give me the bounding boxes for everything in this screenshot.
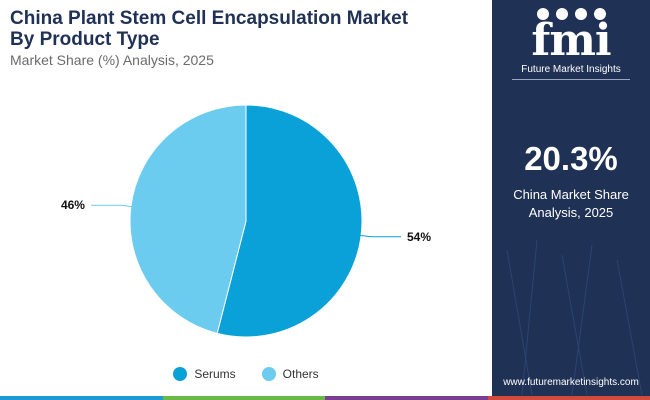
leader-line-serums — [355, 234, 402, 238]
fmi-logo: fmi Future Market Insights — [492, 6, 650, 80]
chart-title-line-2: By Product Type — [10, 29, 160, 50]
pie-chart: 54% 46% — [61, 104, 431, 338]
legend-label-serums: Serums — [194, 367, 236, 381]
legend-label-others: Others — [282, 367, 319, 381]
chart-legend: Serums Others — [0, 367, 492, 381]
legend-swatch-serums — [173, 367, 188, 381]
title-block: China Plant Stem Cell Encapsulation Mark… — [10, 8, 490, 69]
leader-line-others — [90, 204, 137, 208]
stat-label-line-2: Analysis, 2025 — [528, 205, 614, 220]
side-panel: fmi Future Market Insights 20.3% China M… — [492, 0, 650, 400]
bottom-bar-segment-3 — [325, 396, 488, 400]
data-label-others: 46% — [61, 198, 85, 212]
website-link[interactable]: www.futuremarketinsights.com — [503, 377, 639, 388]
person-icon — [593, 8, 606, 20]
bottom-color-bar — [0, 396, 650, 400]
legend-item-serums: Serums — [173, 367, 236, 381]
logo-text: Future Market Insights — [521, 64, 621, 75]
chart-subtitle: Market Share (%) Analysis, 2025 — [10, 52, 214, 68]
stat-label-line-1: China Market Share — [513, 187, 629, 202]
chart-title-line-1: China Plant Stem Cell Encapsulation Mark… — [10, 8, 409, 29]
logo-icons — [492, 8, 650, 20]
bottom-bar-segment-1 — [0, 396, 163, 400]
legend-item-others: Others — [261, 367, 319, 381]
bottom-bar-segment-2 — [162, 396, 325, 400]
stat-value: 20.3% — [524, 140, 618, 177]
logo-divider — [512, 79, 630, 80]
cart-icon — [555, 8, 568, 20]
globe-icon — [536, 8, 549, 20]
logo-mark: fmi — [531, 15, 611, 66]
panel-decoration — [506, 239, 643, 396]
bottom-bar-segment-4 — [487, 396, 650, 400]
data-label-serums: 54% — [407, 230, 431, 244]
stat-label: China Market Share Analysis, 2025 — [492, 186, 650, 222]
legend-swatch-others — [261, 367, 276, 381]
plane-icon — [574, 8, 587, 20]
